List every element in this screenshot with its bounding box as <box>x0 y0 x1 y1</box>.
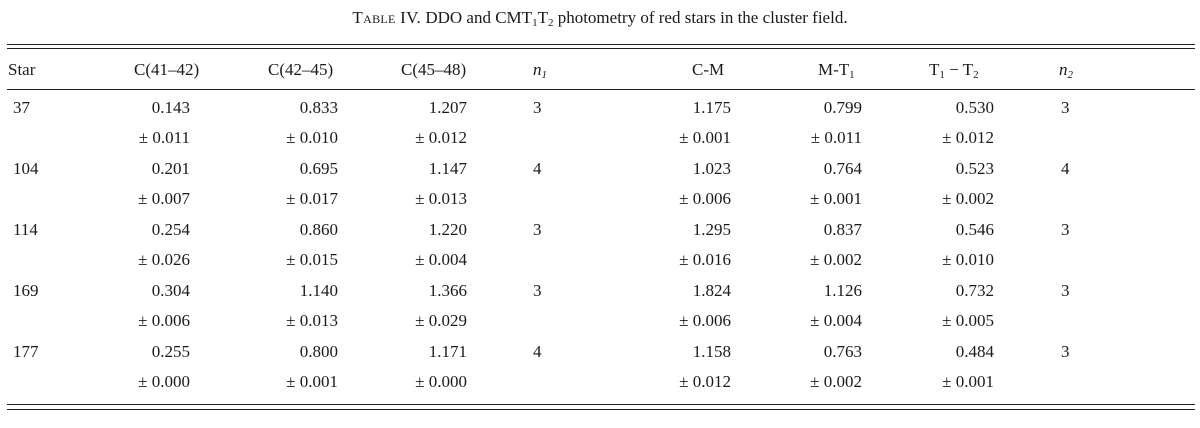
error-cell: ± 0.017 <box>286 189 338 208</box>
value-cell: 0.304 <box>151 281 190 300</box>
value-cell: 1.158 <box>692 342 731 361</box>
value-cell: 0.763 <box>823 342 862 361</box>
error-cell: ± 0.005 <box>942 311 994 330</box>
error-cell: ± 0.000 <box>138 372 190 391</box>
value-cell: 1.171 <box>428 342 467 361</box>
value-cell: 1.140 <box>299 281 338 300</box>
error-cell: ± 0.002 <box>810 372 862 391</box>
error-cell: ± 0.013 <box>286 311 338 330</box>
count-cell: 3 <box>1061 342 1070 361</box>
top-rule-inner <box>7 48 1195 49</box>
value-cell: 0.143 <box>151 98 190 117</box>
error-cell: ± 0.012 <box>679 372 731 391</box>
value-cell: 0.860 <box>299 220 338 239</box>
error-cell: ± 0.002 <box>942 189 994 208</box>
value-cell: 0.530 <box>955 98 994 117</box>
header-mt1: M-T1 <box>818 60 855 81</box>
top-rule <box>7 44 1195 45</box>
value-cell: 0.546 <box>955 220 994 239</box>
error-cell: ± 0.002 <box>810 250 862 269</box>
bottom-rule <box>7 404 1195 405</box>
error-cell: ± 0.000 <box>415 372 467 391</box>
value-cell: 1.366 <box>428 281 467 300</box>
bottom-rule-inner <box>7 409 1195 410</box>
value-cell: 1.147 <box>428 159 467 178</box>
header-c4142: C(41–42) <box>134 60 200 79</box>
table-caption: Table IV. DDO and CMT1T2 photometry of r… <box>0 8 1200 29</box>
value-cell: 0.800 <box>299 342 338 361</box>
value-cell: 0.799 <box>823 98 862 117</box>
value-cell: 0.764 <box>823 159 862 178</box>
header-star: Star <box>8 60 36 79</box>
error-cell: ± 0.006 <box>679 311 731 330</box>
error-cell: ± 0.016 <box>679 250 731 269</box>
value-cell: 0.837 <box>823 220 862 239</box>
error-cell: ± 0.004 <box>415 250 467 269</box>
count-cell: 3 <box>1061 281 1070 300</box>
error-cell: ± 0.001 <box>810 189 862 208</box>
error-cell: ± 0.010 <box>286 128 338 147</box>
value-cell: 0.732 <box>955 281 994 300</box>
header-n1: n1 <box>533 60 547 81</box>
value-cell: 1.220 <box>428 220 467 239</box>
error-cell: ± 0.001 <box>942 372 994 391</box>
error-cell: ± 0.029 <box>415 311 467 330</box>
count-cell: 3 <box>1061 98 1070 117</box>
value-cell: 1.207 <box>428 98 467 117</box>
value-cell: 1.295 <box>692 220 731 239</box>
error-cell: ± 0.006 <box>679 189 731 208</box>
count-cell: 3 <box>533 220 542 239</box>
error-cell: ± 0.012 <box>415 128 467 147</box>
value-cell: 1.824 <box>692 281 731 300</box>
error-cell: ± 0.001 <box>679 128 731 147</box>
caption-text: DDO and CMT1T2 photometry of red stars i… <box>425 8 848 29</box>
header-c4245: C(42–45) <box>268 60 334 79</box>
value-cell: 0.201 <box>151 159 190 178</box>
count-cell: 3 <box>533 98 542 117</box>
header-rule <box>7 89 1195 90</box>
star-id: 37 <box>13 98 30 117</box>
star-id: 177 <box>13 342 39 361</box>
header-t1t2: T1 − T2 <box>929 60 979 81</box>
value-cell: 1.023 <box>692 159 731 178</box>
star-id: 114 <box>13 220 38 239</box>
value-cell: 0.833 <box>299 98 338 117</box>
value-cell: 0.254 <box>151 220 190 239</box>
error-cell: ± 0.007 <box>138 189 190 208</box>
error-cell: ± 0.015 <box>286 250 338 269</box>
error-cell: ± 0.004 <box>810 311 862 330</box>
value-cell: 1.175 <box>692 98 731 117</box>
header-cm: C-M <box>692 60 725 79</box>
count-cell: 4 <box>533 159 542 178</box>
error-cell: ± 0.001 <box>286 372 338 391</box>
value-cell: 0.484 <box>955 342 994 361</box>
value-cell: 0.255 <box>151 342 190 361</box>
value-cell: 1.126 <box>823 281 862 300</box>
star-id: 104 <box>13 159 39 178</box>
count-cell: 4 <box>533 342 542 361</box>
error-cell: ± 0.012 <box>942 128 994 147</box>
error-cell: ± 0.006 <box>138 311 190 330</box>
star-id: 169 <box>13 281 39 300</box>
value-cell: 0.523 <box>955 159 994 178</box>
error-cell: ± 0.011 <box>810 128 862 147</box>
error-cell: ± 0.011 <box>138 128 190 147</box>
value-cell: 0.695 <box>299 159 338 178</box>
error-cell: ± 0.013 <box>415 189 467 208</box>
error-cell: ± 0.026 <box>138 250 190 269</box>
header-n2: n2 <box>1059 60 1073 81</box>
count-cell: 3 <box>533 281 542 300</box>
count-cell: 4 <box>1061 159 1070 178</box>
header-c4548: C(45–48) <box>401 60 467 79</box>
error-cell: ± 0.010 <box>942 250 994 269</box>
table-label: Table IV. <box>352 8 422 27</box>
count-cell: 3 <box>1061 220 1070 239</box>
